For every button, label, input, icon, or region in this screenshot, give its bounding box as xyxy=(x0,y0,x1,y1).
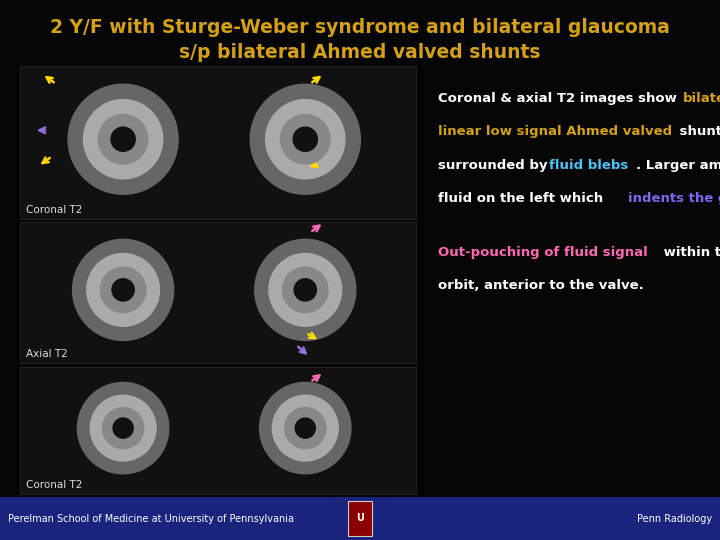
Text: bilateral: bilateral xyxy=(683,92,720,105)
Circle shape xyxy=(111,127,135,151)
Circle shape xyxy=(78,382,168,474)
Circle shape xyxy=(90,395,156,461)
Text: orbit, anterior to the valve.: orbit, anterior to the valve. xyxy=(438,279,644,292)
Text: Coronal T2: Coronal T2 xyxy=(26,480,83,490)
Circle shape xyxy=(251,84,360,194)
Bar xyxy=(20,222,416,363)
Text: shunts: shunts xyxy=(675,125,720,138)
Text: Axial T2: Axial T2 xyxy=(26,349,68,359)
Circle shape xyxy=(293,127,318,151)
Circle shape xyxy=(99,114,148,164)
Circle shape xyxy=(73,239,174,340)
Text: Coronal & axial T2 images show: Coronal & axial T2 images show xyxy=(438,92,681,105)
Text: indents the globe.: indents the globe. xyxy=(628,192,720,205)
Text: s/p bilateral Ahmed valved shunts: s/p bilateral Ahmed valved shunts xyxy=(179,43,541,62)
Circle shape xyxy=(86,253,160,326)
Circle shape xyxy=(269,253,342,326)
Circle shape xyxy=(102,408,144,449)
Circle shape xyxy=(84,99,163,179)
Text: within the left: within the left xyxy=(660,246,720,259)
Text: Out-pouching of fluid signal: Out-pouching of fluid signal xyxy=(438,246,647,259)
Text: surrounded by: surrounded by xyxy=(438,159,552,172)
Text: Coronal T2: Coronal T2 xyxy=(26,205,83,215)
Text: U: U xyxy=(356,513,364,523)
Text: fluid on the left which: fluid on the left which xyxy=(438,192,608,205)
Circle shape xyxy=(282,267,328,313)
Text: 2 Y/F with Sturge-Weber syndrome and bilateral glaucoma: 2 Y/F with Sturge-Weber syndrome and bil… xyxy=(50,18,670,37)
Bar xyxy=(20,367,416,494)
Circle shape xyxy=(255,239,356,340)
Text: fluid blebs: fluid blebs xyxy=(549,159,628,172)
Text: Penn Radiology: Penn Radiology xyxy=(637,514,712,523)
Circle shape xyxy=(284,408,326,449)
Circle shape xyxy=(100,267,146,313)
Text: . Larger amount: . Larger amount xyxy=(636,159,720,172)
Bar xyxy=(20,66,416,219)
Circle shape xyxy=(113,418,133,438)
Circle shape xyxy=(112,279,134,301)
Text: linear low signal Ahmed valved: linear low signal Ahmed valved xyxy=(438,125,672,138)
Bar xyxy=(0,497,720,540)
Circle shape xyxy=(272,395,338,461)
Circle shape xyxy=(295,418,315,438)
Text: Perelman School of Medicine at University of Pennsylvania: Perelman School of Medicine at Universit… xyxy=(8,514,294,523)
Circle shape xyxy=(68,84,178,194)
Circle shape xyxy=(260,382,351,474)
Circle shape xyxy=(266,99,345,179)
Bar xyxy=(348,501,372,536)
Circle shape xyxy=(294,279,316,301)
Circle shape xyxy=(281,114,330,164)
